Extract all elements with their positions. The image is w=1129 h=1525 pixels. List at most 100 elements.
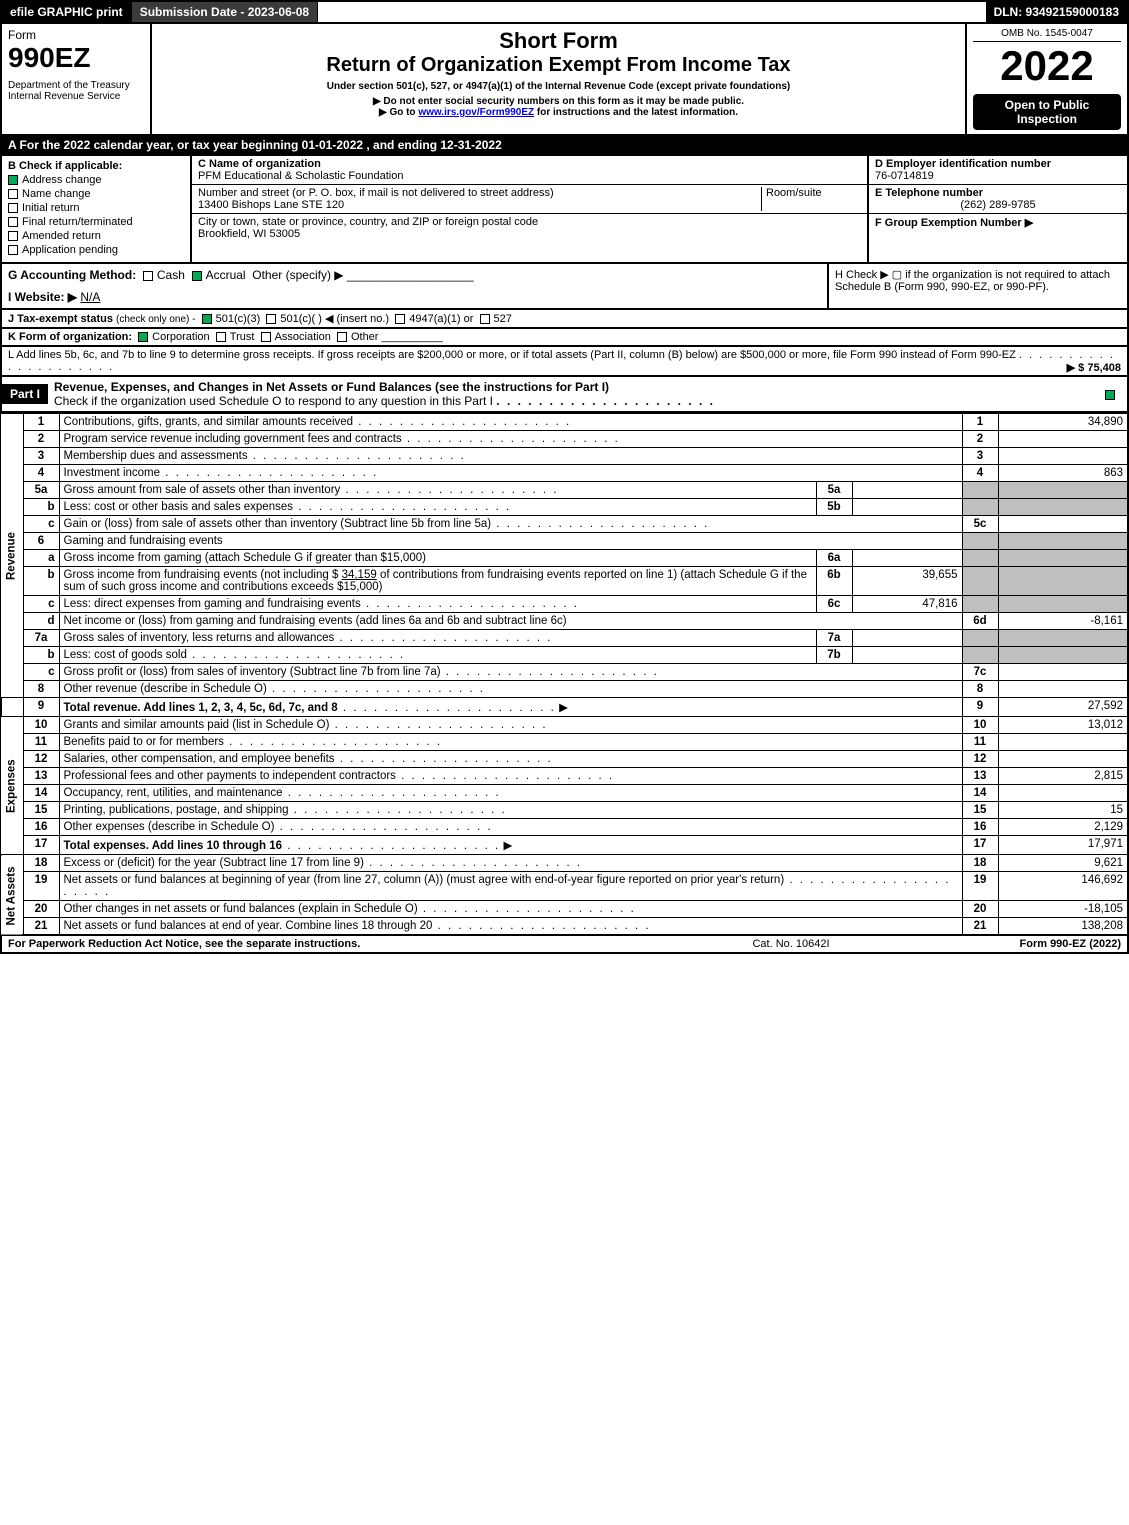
ein: 76-0714819 (875, 170, 934, 182)
r14-desc: Occupancy, rent, utilities, and maintena… (64, 787, 283, 799)
r7a-ival (852, 630, 962, 647)
chk-accrual[interactable] (192, 271, 202, 281)
r16-desc: Other expenses (describe in Schedule O) (64, 821, 275, 833)
irs-link[interactable]: www.irs.gov/Form990EZ (418, 107, 534, 118)
g-label: G Accounting Method: (8, 268, 136, 282)
sidelabel-revenue: Revenue (1, 414, 23, 698)
r1-num: 1 (23, 414, 59, 431)
chk-address-change[interactable] (8, 175, 18, 185)
chk-final-return[interactable] (8, 217, 18, 227)
form-word: Form (8, 28, 144, 42)
j-label: J Tax-exempt status (8, 313, 113, 325)
r6b-ibox: 6b (816, 567, 852, 596)
r20-num: 20 (23, 901, 59, 918)
chk-4947[interactable] (395, 314, 405, 324)
footer-catno: Cat. No. 10642I (661, 938, 921, 950)
r6a-greyval (998, 550, 1128, 567)
r6-greybox (962, 533, 998, 550)
chk-other-org[interactable] (337, 332, 347, 342)
chk-schedule-o[interactable] (1105, 390, 1115, 400)
k-opt3: Other (351, 331, 379, 343)
section-a: A For the 2022 calendar year, or tax yea… (0, 136, 1129, 156)
subtitle: Under section 501(c), 527, or 4947(a)(1)… (160, 81, 957, 92)
r7a-ibox: 7a (816, 630, 852, 647)
j-opt3: 4947(a)(1) or (409, 313, 473, 325)
r11-desc: Benefits paid to or for members (64, 736, 224, 748)
r7a-greybox (962, 630, 998, 647)
r18-num: 18 (23, 855, 59, 872)
chk-corp[interactable] (138, 332, 148, 342)
topbar-spacer (318, 2, 985, 22)
org-city: Brookfield, WI 53005 (198, 228, 300, 240)
page-footer: For Paperwork Reduction Act Notice, see … (0, 936, 1129, 954)
r5c-num: c (23, 516, 59, 533)
part1-header: Part I Revenue, Expenses, and Changes in… (0, 377, 1129, 413)
i-label: I Website: ▶ (8, 290, 77, 304)
part1-dots (496, 394, 715, 408)
r6a-desc: Gross income from gaming (attach Schedul… (64, 552, 426, 564)
r7b-ival (852, 647, 962, 664)
note-ssn: ▶ Do not enter social security numbers o… (160, 96, 957, 107)
r5a-greybox (962, 482, 998, 499)
r6b-ival: 39,655 (852, 567, 962, 596)
r15-num: 15 (23, 802, 59, 819)
r19-val: 146,692 (998, 872, 1128, 901)
r11-box: 11 (962, 734, 998, 751)
r13-box: 13 (962, 768, 998, 785)
r6b-d1: Gross income from fundraising events (no… (64, 569, 342, 581)
r16-val: 2,129 (998, 819, 1128, 836)
r9-num: 9 (23, 698, 59, 717)
r21-num: 21 (23, 918, 59, 936)
title-return: Return of Organization Exempt From Incom… (160, 54, 957, 77)
chk-assoc[interactable] (261, 332, 271, 342)
dln-label: DLN: 93492159000183 (986, 2, 1127, 22)
r3-desc: Membership dues and assessments (64, 450, 248, 462)
r13-num: 13 (23, 768, 59, 785)
efile-label[interactable]: efile GRAPHIC print (2, 2, 132, 22)
r17-desc: Total expenses. Add lines 10 through 16 (64, 840, 283, 852)
chk-501c[interactable] (266, 314, 276, 324)
r6b-greyval (998, 567, 1128, 596)
r6-num: 6 (23, 533, 59, 550)
footer-left: For Paperwork Reduction Act Notice, see … (8, 938, 661, 950)
chk-amended-return[interactable] (8, 231, 18, 241)
r12-val (998, 751, 1128, 768)
k-opt0: Corporation (152, 331, 209, 343)
r5a-greyval (998, 482, 1128, 499)
r8-box: 8 (962, 681, 998, 698)
note2-post: for instructions and the latest informat… (534, 107, 738, 118)
submission-date: Submission Date - 2023-06-08 (132, 2, 318, 22)
r16-box: 16 (962, 819, 998, 836)
r5a-ibox: 5a (816, 482, 852, 499)
r6c-desc: Less: direct expenses from gaming and fu… (64, 598, 361, 610)
r5b-greyval (998, 499, 1128, 516)
part1-bar: Part I (2, 384, 48, 404)
r6-desc: Gaming and fundraising events (64, 535, 223, 547)
r6a-ival (852, 550, 962, 567)
chk-cash[interactable] (143, 271, 153, 281)
r6d-num: d (23, 613, 59, 630)
r15-box: 15 (962, 802, 998, 819)
tax-year: 2022 (973, 42, 1121, 90)
r10-box: 10 (962, 717, 998, 734)
footer-right-pre: Form (1020, 938, 1051, 950)
r7c-num: c (23, 664, 59, 681)
part1-title: Revenue, Expenses, and Changes in Net As… (54, 380, 609, 394)
b-item-3: Final return/terminated (22, 216, 133, 228)
r8-val (998, 681, 1128, 698)
chk-501c3[interactable] (202, 314, 212, 324)
chk-initial-return[interactable] (8, 203, 18, 213)
r5a-num: 5a (23, 482, 59, 499)
r7b-num: b (23, 647, 59, 664)
dept-label: Department of the Treasury (8, 80, 144, 91)
r6c-num: c (23, 596, 59, 613)
chk-application-pending[interactable] (8, 245, 18, 255)
r7b-greyval (998, 647, 1128, 664)
col-def: D Employer identification number 76-0714… (867, 156, 1127, 262)
r14-box: 14 (962, 785, 998, 802)
chk-trust[interactable] (216, 332, 226, 342)
chk-name-change[interactable] (8, 189, 18, 199)
r6b-greybox (962, 567, 998, 596)
sidelabel-expenses: Expenses (1, 717, 23, 855)
chk-527[interactable] (480, 314, 490, 324)
